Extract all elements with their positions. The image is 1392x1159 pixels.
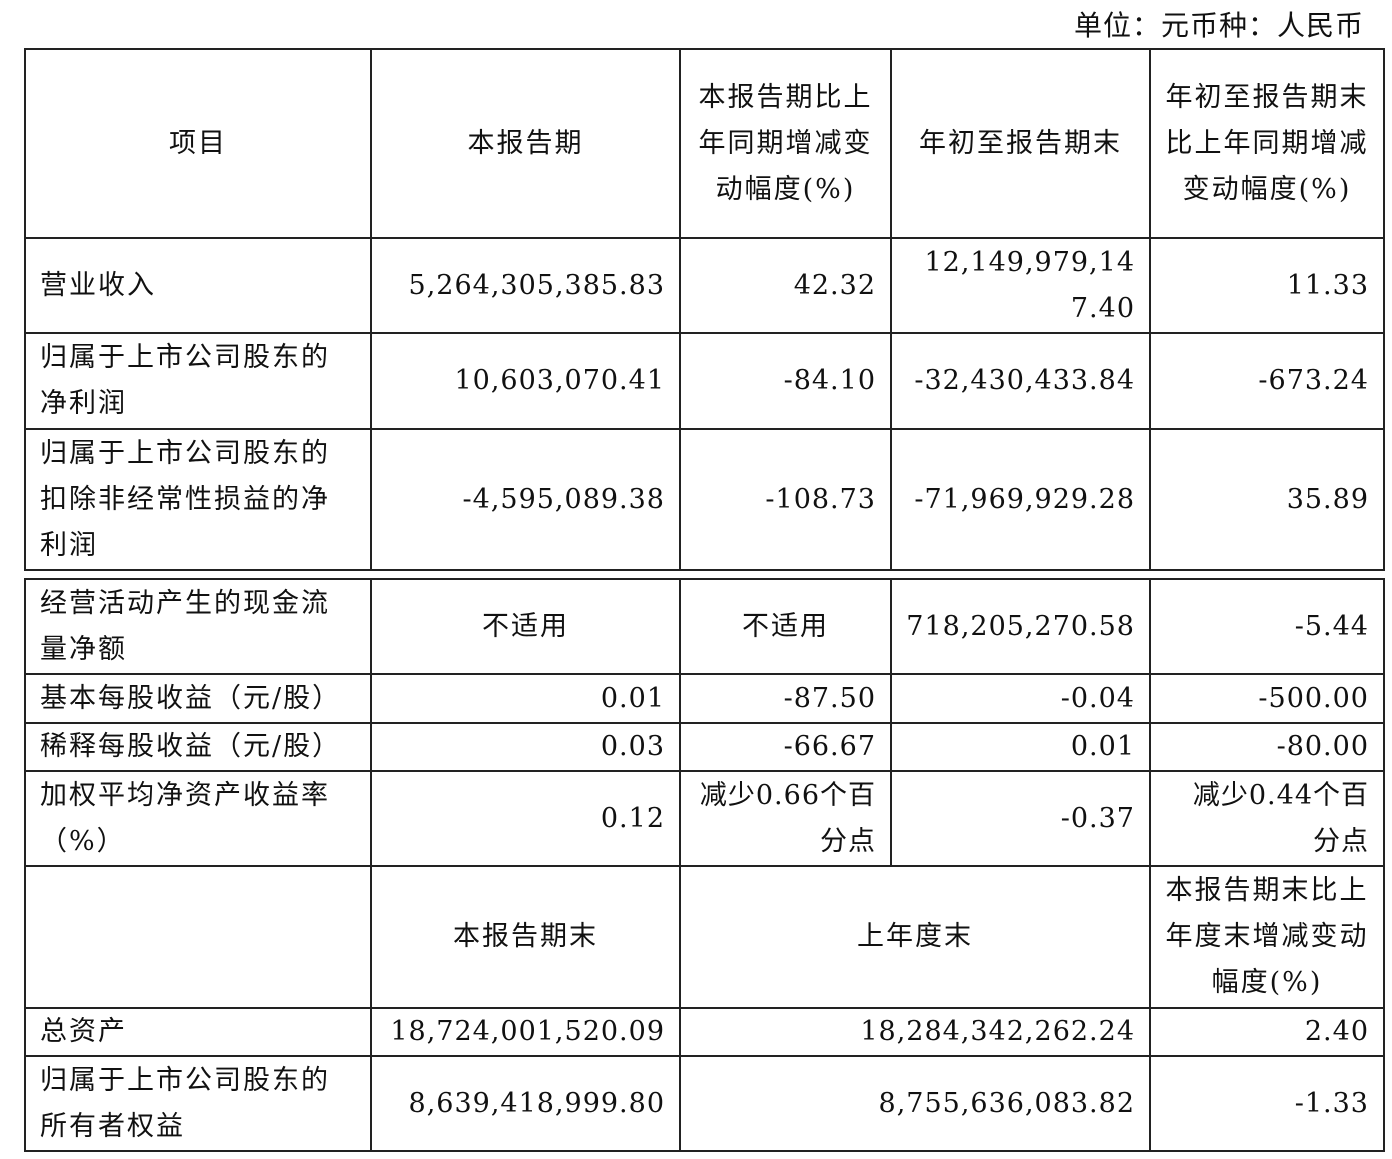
table-cell: 不适用	[370, 578, 681, 675]
table-cell: 上年度末	[679, 865, 1151, 1009]
table-cell: -0.04	[890, 673, 1151, 724]
header-row: 项目 本报告期 本报告期比上年同期增减变动幅度(%) 年初至报告期末 年初至报告期末比上…	[24, 48, 1385, 239]
table-cell: 18,724,001,520.09	[370, 1007, 681, 1057]
table-cell: 本报告期	[370, 48, 681, 239]
table-cell: 加权平均净资产收益率（%）	[24, 770, 372, 867]
table-cell: 总资产	[24, 1007, 372, 1057]
table-row: 归属于上市公司股东的净利润 10,603,070.41 -84.10 -32,430,…	[24, 332, 1385, 430]
table-cell: 0.12	[370, 770, 681, 867]
table-cell: 8,639,418,999.80	[370, 1055, 681, 1152]
table-cell: -4,595,089.38	[370, 428, 681, 571]
table-cell: 718,205,270.58	[890, 578, 1151, 675]
table-cell: 0.01	[890, 722, 1151, 772]
table-row: 营业收入 5,264,305,385.83 42.32 12,149,979,147.…	[24, 237, 1385, 334]
table-cell: 项目	[24, 48, 372, 239]
table-cell: 营业收入	[24, 237, 372, 334]
table-cell: 本报告期比上年同期增减变动幅度(%)	[679, 48, 892, 239]
table-cell: 减少0.66个百分点	[679, 770, 892, 867]
table-cell: 0.01	[370, 673, 681, 724]
table-row: 总资产 18,724,001,520.09 18,284,342,262.24 2.4…	[24, 1007, 1385, 1057]
table-cell: -87.50	[679, 673, 892, 724]
table-cell: -673.24	[1149, 332, 1385, 430]
table-cell	[24, 865, 372, 1009]
table-cell: -108.73	[679, 428, 892, 571]
table-cell: 归属于上市公司股东的净利润	[24, 332, 372, 430]
financial-table-main: 项目 本报告期 本报告期比上年同期增减变动幅度(%) 年初至报告期末 年初至报告期末比上…	[24, 48, 1385, 571]
table-cell: 不适用	[679, 578, 892, 675]
table-row: 稀释每股收益（元/股） 0.03 -66.67 0.01 -80.00	[24, 722, 1385, 772]
table-cell: -66.67	[679, 722, 892, 772]
table-row: 基本每股收益（元/股） 0.01 -87.50 -0.04 -500.00	[24, 673, 1385, 724]
table-cell: 11.33	[1149, 237, 1385, 334]
financial-table-secondary: 经营活动产生的现金流量净额 不适用 不适用 718,205,270.58 -5.44 基本…	[24, 578, 1385, 1152]
table-cell: 10,603,070.41	[370, 332, 681, 430]
table-cell: 基本每股收益（元/股）	[24, 673, 372, 724]
table-cell: 减少0.44个百分点	[1149, 770, 1385, 867]
unit-label: 单位：元币种：人民币	[1073, 9, 1364, 42]
table-cell: -71,969,929.28	[890, 428, 1151, 571]
table-row: 归属于上市公司股东的扣除非经常性损益的净利润 -4,595,089.38 -108.…	[24, 428, 1385, 571]
table-cell: 稀释每股收益（元/股）	[24, 722, 372, 772]
table-cell: 年初至报告期末	[890, 48, 1151, 239]
table-cell: 12,149,979,147.40	[890, 237, 1151, 334]
table-cell: 42.32	[679, 237, 892, 334]
table-cell: -32,430,433.84	[890, 332, 1151, 430]
table-cell: 本报告期末	[370, 865, 681, 1009]
subheader-row: 本报告期末 上年度末 本报告期末比上年度末增减变动幅度(%)	[24, 865, 1385, 1009]
table-row: 归属于上市公司股东的所有者权益 8,639,418,999.80 8,755,636…	[24, 1055, 1385, 1152]
table-cell: 35.89	[1149, 428, 1385, 571]
table-cell: -1.33	[1149, 1055, 1385, 1152]
table-cell: -84.10	[679, 332, 892, 430]
table-cell: 归属于上市公司股东的所有者权益	[24, 1055, 372, 1152]
table-cell: 本报告期末比上年度末增减变动幅度(%)	[1149, 865, 1385, 1009]
table-cell: 5,264,305,385.83	[370, 237, 681, 334]
table-cell: 0.03	[370, 722, 681, 772]
table-row: 经营活动产生的现金流量净额 不适用 不适用 718,205,270.58 -5.44	[24, 578, 1385, 675]
table-cell: 8,755,636,083.82	[679, 1055, 1151, 1152]
table-cell: 经营活动产生的现金流量净额	[24, 578, 372, 675]
table-cell: -80.00	[1149, 722, 1385, 772]
table-row: 加权平均净资产收益率（%） 0.12 减少0.66个百分点 -0.37 减少0.44个百…	[24, 770, 1385, 867]
table-cell: 18,284,342,262.24	[679, 1007, 1151, 1057]
table-cell: 归属于上市公司股东的扣除非经常性损益的净利润	[24, 428, 372, 571]
table-cell: -500.00	[1149, 673, 1385, 724]
table-cell: -5.44	[1149, 578, 1385, 675]
table-cell: 年初至报告期末比上年同期增减变动幅度(%)	[1149, 48, 1385, 239]
table-cell: -0.37	[890, 770, 1151, 867]
table-cell: 2.40	[1149, 1007, 1385, 1057]
